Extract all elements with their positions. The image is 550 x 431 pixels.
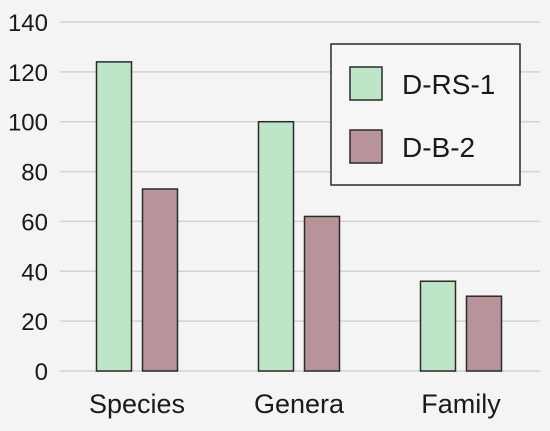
bar-d-b-2-genera [303, 215, 341, 372]
legend-swatch-d-b-2 [349, 129, 383, 164]
legend-label-d-b-2: D-B-2 [402, 132, 475, 163]
bar-d-b-2-family [465, 295, 503, 372]
x-tick-label-genera: Genera [254, 389, 345, 419]
y-tick-label: 0 [35, 359, 48, 386]
bar-d-rs-1-family [419, 280, 457, 372]
x-axis-category-labels: Species Genera Family [89, 389, 501, 419]
x-tick-label-species: Species [89, 389, 185, 419]
bar-d-rs-1-species [95, 61, 133, 372]
legend-box [330, 43, 521, 186]
bars [95, 61, 503, 372]
legend: D-RS-1 D-B-2 [330, 43, 521, 186]
y-axis-tick-labels: 0 20 40 60 80 100 120 140 [8, 10, 48, 386]
x-tick-label-family: Family [421, 389, 501, 419]
y-tick-label: 120 [8, 60, 48, 87]
y-tick-label: 140 [8, 10, 48, 37]
y-tick-label: 40 [21, 259, 48, 286]
y-tick-label: 60 [21, 209, 48, 236]
gridlines [60, 21, 540, 372]
legend-label-d-rs-1: D-RS-1 [402, 69, 495, 100]
legend-swatch-d-rs-1 [349, 66, 383, 101]
bar-d-rs-1-genera [257, 120, 295, 372]
y-tick-label: 100 [8, 110, 48, 137]
y-tick-label: 80 [21, 160, 48, 187]
bar-d-b-2-species [141, 188, 179, 372]
y-tick-label: 20 [21, 309, 48, 336]
